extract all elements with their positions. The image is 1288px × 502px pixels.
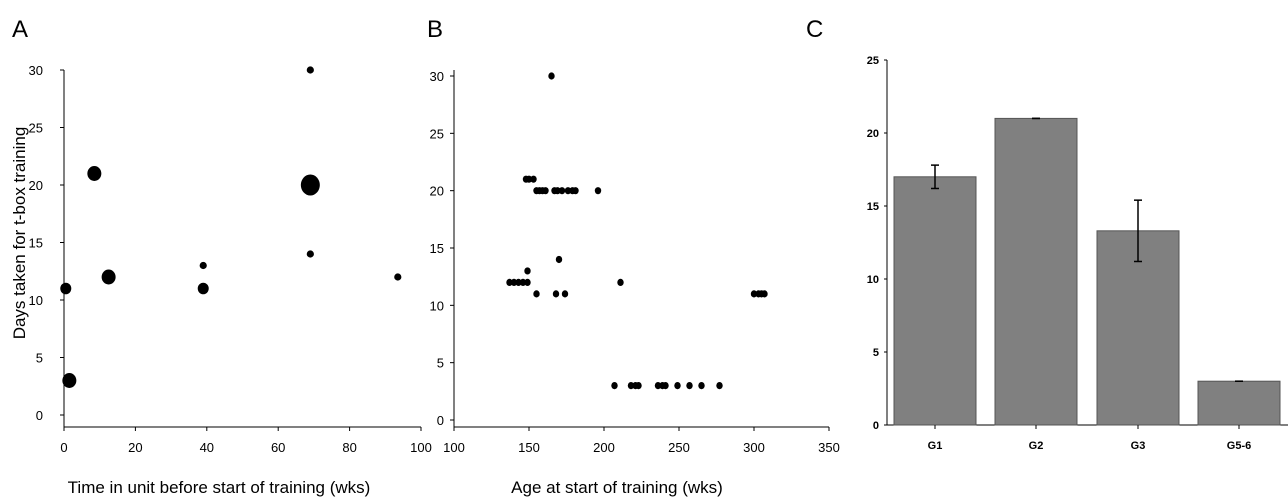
panel-a-y-tick-label: 0 [36, 408, 43, 423]
panel-b-y-tick-label: 0 [437, 413, 444, 428]
panel-a-x-tick-label: 100 [410, 440, 432, 455]
panel-b-point [611, 382, 618, 390]
panel-c-y-tick-label: 10 [867, 274, 879, 286]
panel-b-point [552, 290, 560, 298]
panel-c-bar [994, 117, 1078, 426]
panel-c-y-tick-label: 20 [867, 128, 879, 140]
panel-letter-c: C [806, 16, 823, 43]
panel-b-point [662, 382, 669, 390]
panel-b-y-tick-label: 10 [430, 298, 444, 313]
panel-b-point [627, 382, 635, 390]
panel-a-point [87, 166, 102, 181]
panel-b-point [750, 290, 758, 298]
panel-b-point [524, 278, 531, 286]
panel-b-point [654, 382, 662, 390]
panel-a-x-tick-label: 40 [200, 440, 214, 455]
panel-c-y-tick-label: 5 [873, 347, 879, 359]
panel-c-y-tick-label: 0 [873, 420, 879, 432]
panel-b-point [761, 290, 768, 298]
panel-b-y-tick-label: 25 [430, 126, 444, 141]
panel-a-x-label: Time in unit before start of training (w… [68, 478, 371, 497]
panel-b-point [617, 278, 624, 286]
panel-b-y-tick-label: 30 [430, 69, 444, 84]
panel-b-x-tick-label: 200 [593, 440, 615, 455]
panel-b-point [530, 175, 537, 183]
panel-a-point [199, 261, 207, 270]
panel-b-point [519, 278, 527, 286]
panel-b-point [698, 382, 705, 390]
panel-b-point [510, 278, 518, 286]
panel-b-y-tick-label: 20 [430, 184, 444, 199]
panel-b-point [716, 382, 723, 390]
panel-b-point [561, 290, 569, 298]
panel-b-x-tick-label: 250 [668, 440, 690, 455]
panel-b-point [594, 187, 602, 195]
panel-a-x-tick-label: 80 [342, 440, 356, 455]
panel-a-point [306, 250, 314, 258]
panel-b-point [558, 187, 566, 195]
panel-c-y-tick-label: 15 [867, 201, 879, 213]
panel-a-scatter: 0 5 10 15 20 25 30 0 20 40 60 80 100 Days taken for … [10, 63, 432, 497]
panel-a-y-tick-label: 25 [29, 121, 43, 136]
panel-a-y-tick-label: 15 [29, 236, 43, 251]
panel-b-y-tick-label: 15 [430, 241, 444, 256]
panel-b-point [533, 290, 540, 298]
panel-a-point [62, 373, 77, 388]
panel-b-scatter: 0 5 10 15 20 25 30 100 150 200 250 300 350 Age at st… [430, 69, 840, 497]
panel-a-point [101, 269, 116, 285]
panel-a-x-tick-label: 60 [271, 440, 285, 455]
panel-c-bar [1197, 380, 1281, 426]
panel-a-x-tick-label: 0 [60, 440, 67, 455]
panel-b-point [564, 187, 572, 195]
panel-b-point [635, 382, 642, 390]
panel-a-point [300, 174, 320, 196]
panel-b-point [548, 72, 555, 80]
panel-c-x-tick-label: G1 [928, 440, 943, 452]
panel-a-point [60, 282, 72, 295]
panel-b-point [525, 175, 533, 183]
panel-c-bar [893, 176, 977, 426]
panel-c-y-tick-label: 25 [867, 55, 879, 67]
panel-letter-b: B [427, 16, 443, 43]
panel-c-x-tick-label: G2 [1029, 440, 1044, 452]
panel-a-y-label: Days taken for t-box training [10, 127, 29, 340]
panel-b-y-tick-label: 5 [437, 356, 444, 371]
panel-b-point [555, 255, 563, 264]
panel-a-point [197, 282, 209, 295]
panel-b-point [506, 278, 513, 286]
panel-c-bar-chart: 0 5 10 15 20 25 G1 G2 G3 G5-6 [867, 55, 1288, 452]
panel-a-y-tick-label: 5 [36, 351, 43, 366]
panel-c-x-tick-label: G3 [1131, 440, 1146, 452]
panel-a-x-tick-label: 20 [128, 440, 142, 455]
panel-b-x-tick-label: 150 [518, 440, 540, 455]
panel-b-point [515, 278, 522, 286]
panel-a-y-tick-label: 30 [29, 63, 43, 78]
panel-b-point [674, 382, 681, 390]
panel-letter-a: A [12, 16, 28, 43]
panel-b-point [524, 267, 531, 275]
panel-b-x-tick-label: 300 [743, 440, 765, 455]
panel-a-point [394, 273, 402, 281]
panel-a-point [306, 66, 314, 74]
panel-a-y-tick-label: 20 [29, 178, 43, 193]
panel-b-point [572, 187, 579, 195]
panel-c-x-tick-label: G5-6 [1227, 440, 1251, 452]
panel-b-x-tick-label: 350 [818, 440, 840, 455]
panel-b-x-label: Age at start of training (wks) [511, 478, 723, 497]
panel-a-y-tick-label: 10 [29, 293, 43, 308]
panel-b-point [554, 187, 561, 195]
panel-b-point [686, 382, 693, 390]
panel-b-point [542, 187, 549, 195]
panel-b-x-tick-label: 100 [443, 440, 465, 455]
